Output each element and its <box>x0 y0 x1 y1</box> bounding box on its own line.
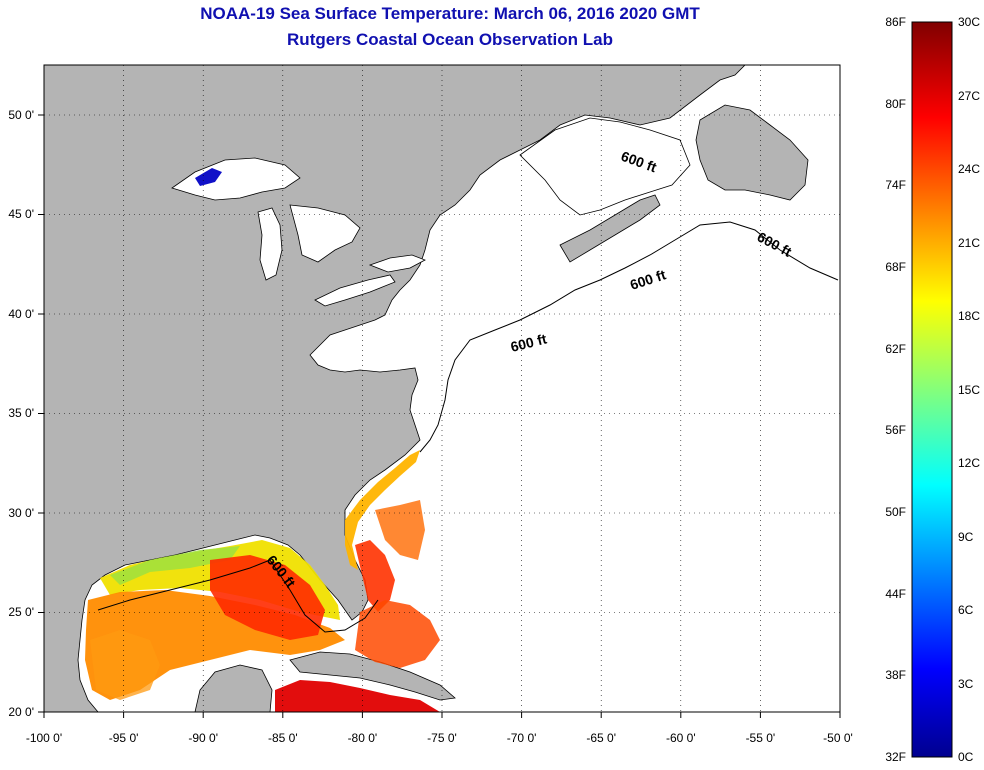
sst-east-florida-red <box>355 540 395 612</box>
colorbar-f-label: 68F <box>885 260 906 274</box>
colorbar-f-label: 32F <box>885 750 906 764</box>
depth-contour-600ft <box>419 221 839 453</box>
lake-erie <box>314 274 396 307</box>
maritime-land <box>559 194 661 263</box>
colorbar-f-label: 86F <box>885 15 906 29</box>
sst-bahamas-orange <box>355 600 440 668</box>
colorbar-f-label: 50F <box>885 505 906 519</box>
colorbar-c-label: 12C <box>958 456 980 470</box>
lake-superior-cold-patch <box>195 168 222 186</box>
colorbar-f-label: 38F <box>885 668 906 682</box>
axis-ticks <box>38 114 841 718</box>
lat-label: 40 0' <box>8 307 34 321</box>
colorbar-c-label: 30C <box>958 15 980 29</box>
colorbar-c-label: 24C <box>958 162 980 176</box>
colorbar-f-label: 62F <box>885 342 906 356</box>
newfoundland-land <box>695 104 809 201</box>
colorbar-c-label: 0C <box>958 750 974 764</box>
sst-gulf-orange-west <box>90 630 160 700</box>
colorbar-c-label: 3C <box>958 677 974 691</box>
colorbar-f-label: 44F <box>885 587 906 601</box>
colorbar-c-label: 21C <box>958 236 980 250</box>
colorbar-c-label: 27C <box>958 89 980 103</box>
lat-label: 50 0' <box>8 108 34 122</box>
lon-label: -55 0' <box>746 731 776 745</box>
colorbar-c-label: 18C <box>958 309 980 323</box>
sst-caribbean-red <box>275 680 440 712</box>
sst-gulf-stream-band <box>345 450 420 570</box>
colorbar-f-label: 56F <box>885 423 906 437</box>
lon-label: -95 0' <box>109 731 139 745</box>
lon-label: -65 0' <box>586 731 616 745</box>
sst-atlantic-patch <box>375 500 425 560</box>
temperature-colorbar <box>911 21 953 758</box>
lon-label: -70 0' <box>507 731 537 745</box>
colorbar-c-label: 6C <box>958 603 974 617</box>
colorbar-c-label: 9C <box>958 530 974 544</box>
map-subtitle: Rutgers Coastal Ocean Observation Lab <box>287 30 613 49</box>
lon-label: -50 0' <box>823 731 853 745</box>
lake-ontario <box>368 254 426 273</box>
lon-label: -80 0' <box>348 731 378 745</box>
lat-label: 35 0' <box>8 406 34 420</box>
sst-gulf-north-green <box>110 546 240 585</box>
colorbar-f-label: 80F <box>885 97 906 111</box>
cuba-land <box>289 651 456 701</box>
lon-label: -90 0' <box>188 731 218 745</box>
lake-superior <box>171 157 301 201</box>
depth-contour-gulf <box>97 559 379 633</box>
sst-gulf-red-core <box>210 555 325 640</box>
lon-label: -85 0' <box>268 731 298 745</box>
map-title: NOAA-19 Sea Surface Temperature: March 0… <box>200 4 700 23</box>
gulf-of-st-lawrence <box>519 117 691 216</box>
lon-label: -75 0' <box>427 731 457 745</box>
colorbar-c-label: 15C <box>958 383 980 397</box>
lat-label: 45 0' <box>8 207 34 221</box>
lake-huron <box>289 204 361 263</box>
lake-michigan <box>257 207 283 281</box>
lon-label: -100 0' <box>26 731 62 745</box>
lat-label: 20 0' <box>8 705 34 719</box>
yucatan-land <box>194 664 273 712</box>
lat-label: 25 0' <box>8 605 34 619</box>
lat-label: 30 0' <box>8 506 34 520</box>
colorbar-f-label: 74F <box>885 178 906 192</box>
lon-label: -60 0' <box>666 731 696 745</box>
